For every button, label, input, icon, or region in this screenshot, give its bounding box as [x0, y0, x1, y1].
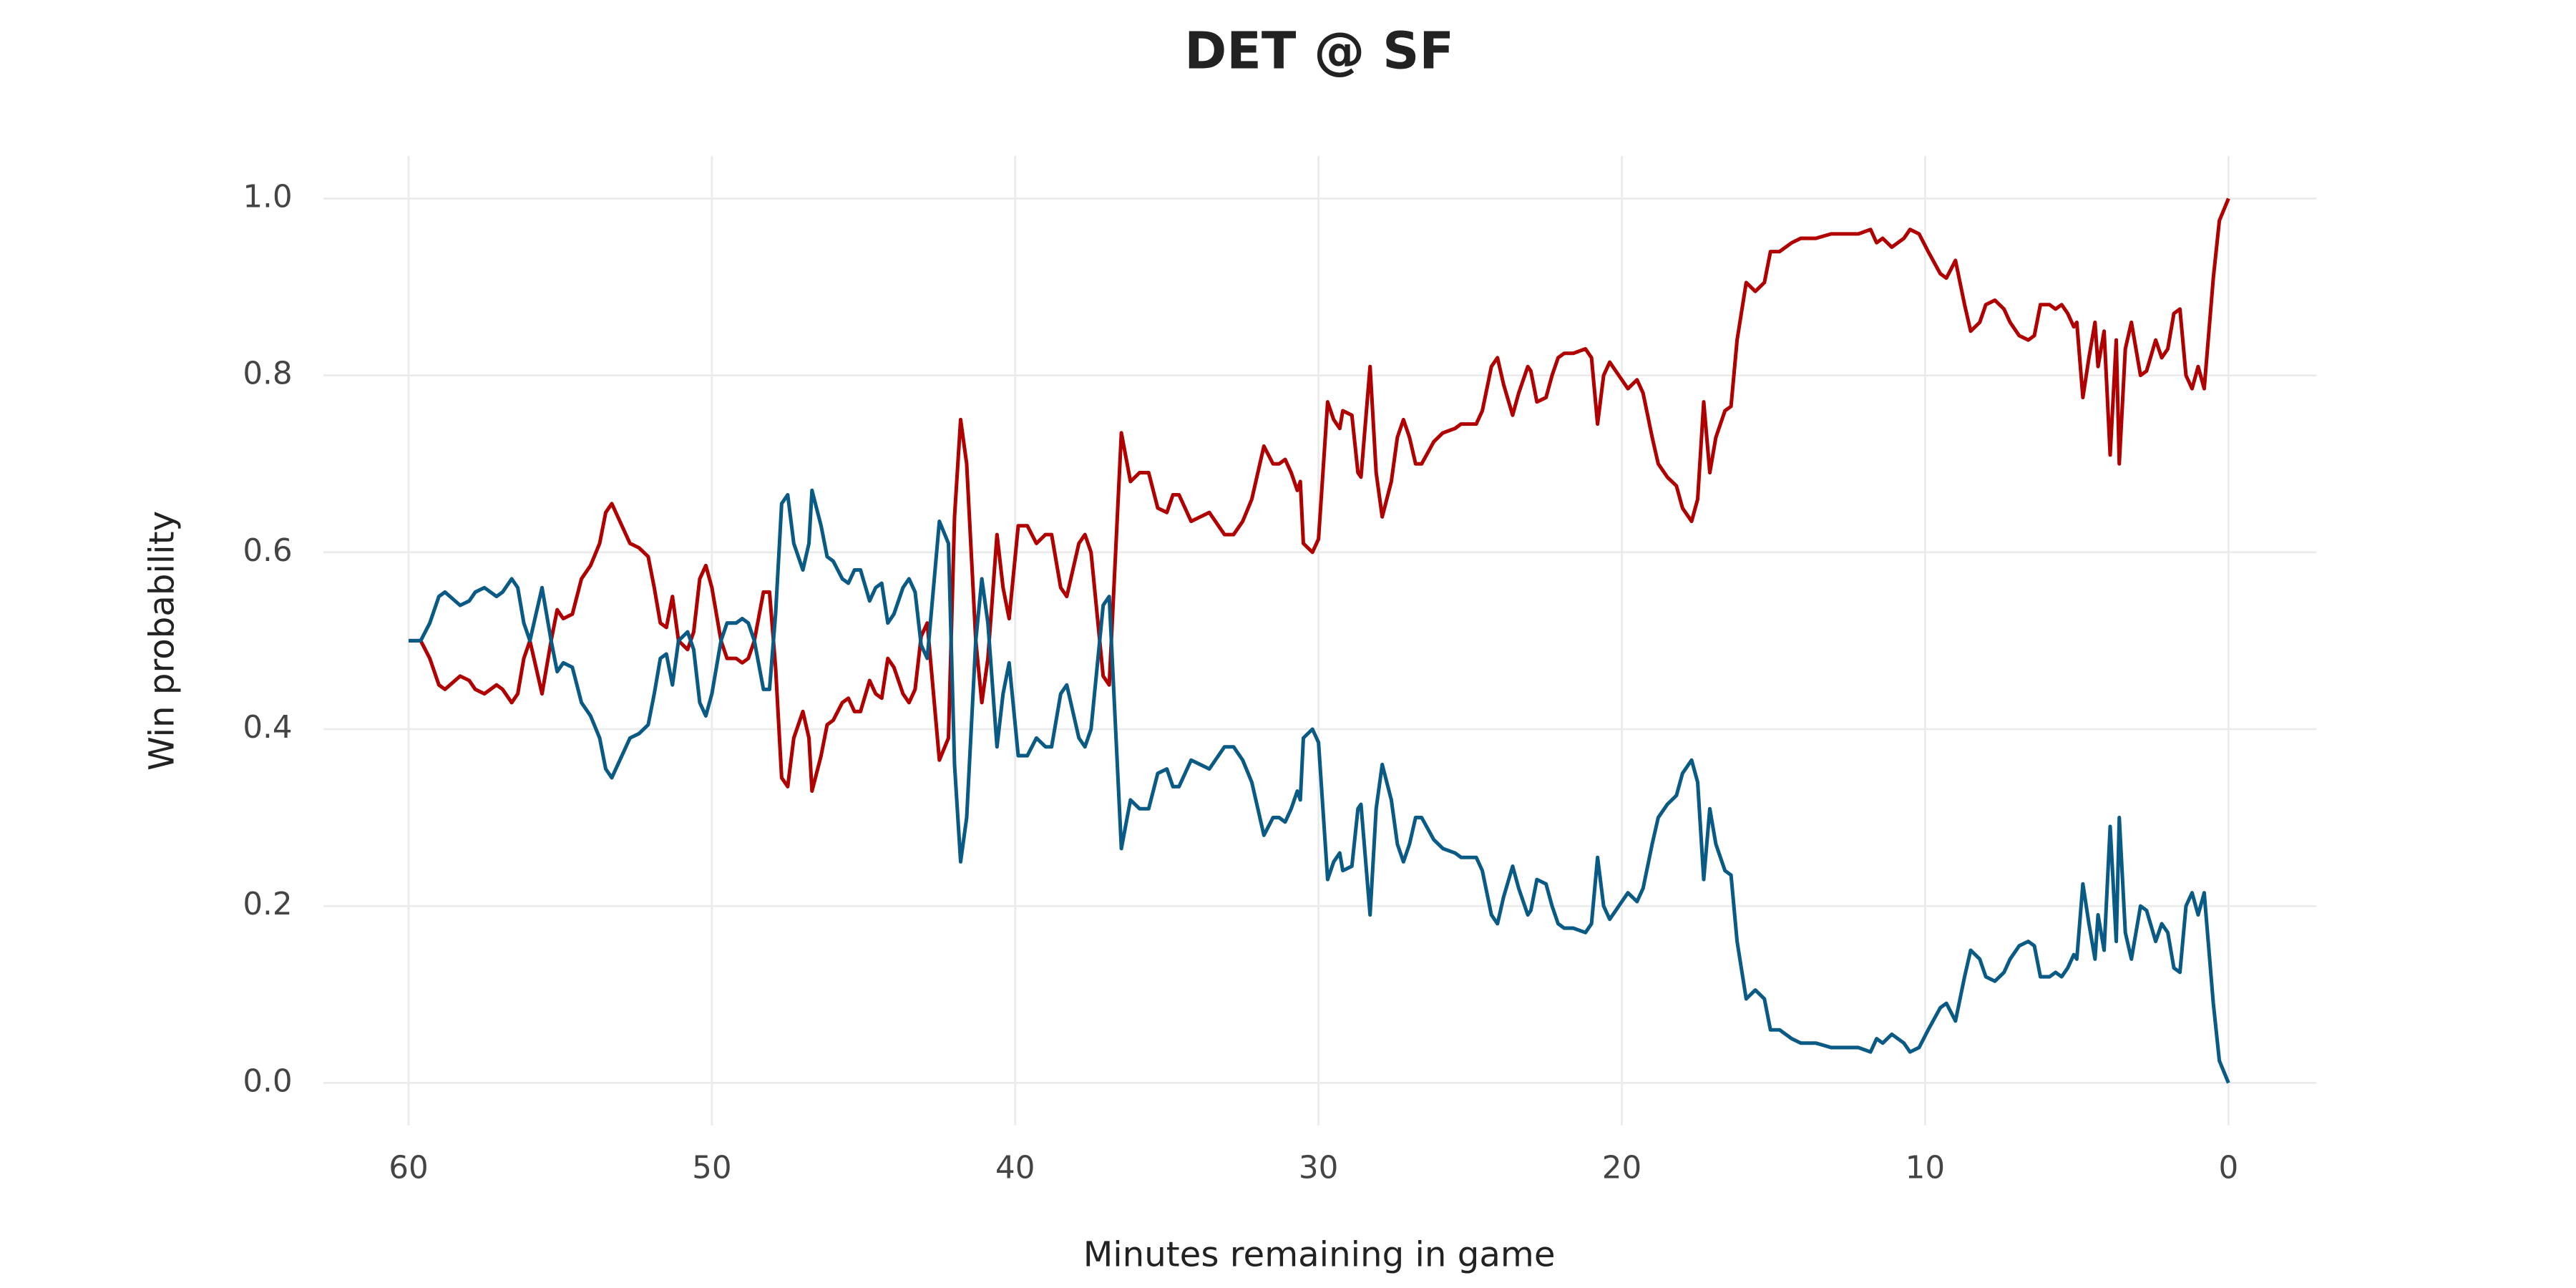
y-tick-label: 0.4 [243, 710, 292, 746]
x-tick-label: 50 [692, 1151, 732, 1186]
lines [408, 197, 2230, 1084]
win-probability-line [408, 488, 2230, 1084]
y-tick-label: 1.0 [243, 179, 292, 215]
y-tick-label: 0.8 [243, 356, 292, 392]
x-tick-label: 40 [995, 1151, 1035, 1186]
y-tick-label: 0.0 [243, 1063, 292, 1099]
y-tick-label: 0.2 [243, 887, 292, 922]
grid [323, 156, 2317, 1126]
y-axis-title: Win probability [142, 511, 182, 771]
x-tick-label: 0 [2218, 1151, 2238, 1186]
x-axis-title: Minutes remaining in game [1083, 1234, 1556, 1274]
x-tick-label: 60 [389, 1151, 429, 1186]
x-tick-label: 30 [1299, 1151, 1339, 1186]
x-tick-label: 10 [1906, 1151, 1946, 1186]
chart-title: DET @ SF [1184, 21, 1454, 80]
y-tick-label: 0.6 [243, 533, 292, 569]
x-tick-label: 20 [1602, 1151, 1642, 1186]
